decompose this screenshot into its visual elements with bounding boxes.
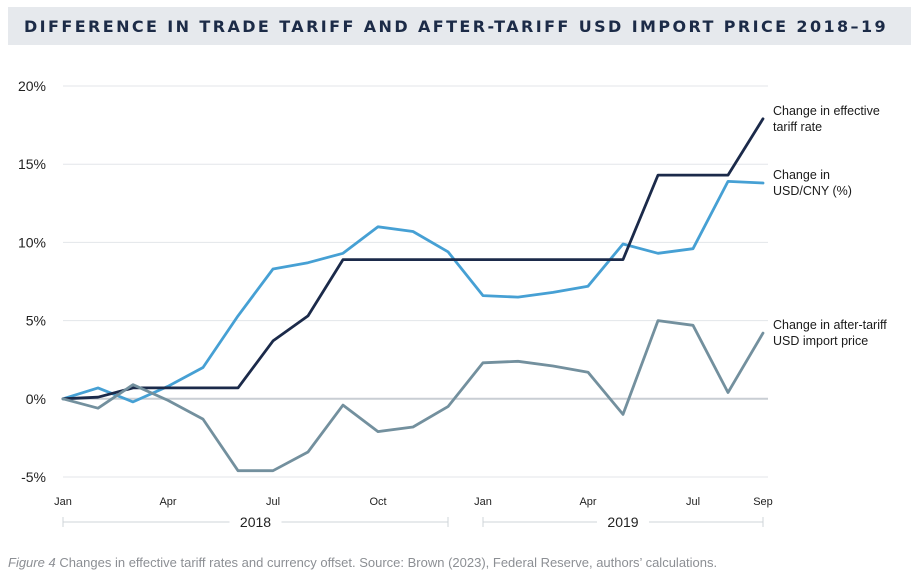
figure-number: Figure 4 [8,555,56,570]
x-tick-label: Jul [266,496,280,508]
legend-label-effective-tariff: Change in effective tariff rate [773,104,880,134]
y-tick-label: 10% [18,234,46,250]
legend-label-after-tariff-price: Change in after-tariff USD import price [773,318,887,348]
title-bar: DIFFERENCE IN TRADE TARIFF AND AFTER-TAR… [8,7,911,45]
x-tick-label: Oct [369,496,386,508]
y-tick-label: 0% [26,391,46,407]
series-lines [61,117,765,473]
series-line-usd-cny [61,179,765,404]
legend-label-usd-cny: Change in USD/CNY (%) [773,168,852,198]
figure-caption: Figure 4 Changes in effective tariff rat… [8,555,717,570]
x-tick-label: Apr [579,496,596,508]
year-label: 2018 [240,514,271,530]
legend-line: USD/CNY (%) [773,184,852,198]
chart-title: DIFFERENCE IN TRADE TARIFF AND AFTER-TAR… [24,17,889,36]
line-chart: Jan Apr Jul Oct Jan Apr Jul Sep 2018 2019 -5% 0% 5%… [18,78,887,530]
gridlines [63,85,768,478]
x-tick-label: Jul [686,496,700,508]
year-label: 2019 [607,514,638,530]
series-line-effective-tariff [61,117,765,401]
y-tick-label: 20% [18,78,46,94]
legend-line: Change in effective [773,104,880,118]
y-axis: -5% 0% 5% 10% 15% 20% [18,78,46,485]
series-line-after-tariff-price [61,319,765,473]
x-axis: Jan Apr Jul Oct Jan Apr Jul Sep 2018 2019 [54,496,773,530]
legend-line: Change in [773,168,830,182]
x-tick-label: Apr [159,496,176,508]
legend-line: USD import price [773,334,868,348]
legend-labels: Change in USD/CNY (%) Change in effective t… [773,104,887,348]
y-tick-label: 15% [18,156,46,172]
y-tick-label: -5% [21,469,46,485]
legend-line: Change in after-tariff [773,318,887,332]
x-tick-label: Jan [474,496,492,508]
x-tick-label: Jan [54,496,72,508]
x-tick-label: Sep [753,496,773,508]
y-tick-label: 5% [26,313,46,329]
caption-text: Changes in effective tariff rates and cu… [55,555,718,570]
legend-line: tariff rate [773,120,822,134]
